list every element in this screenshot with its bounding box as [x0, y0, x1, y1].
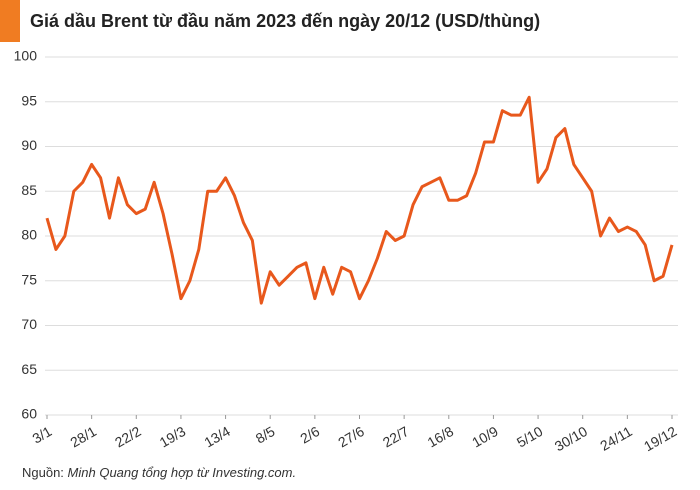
y-tick-label: 75	[21, 271, 37, 287]
x-tick-label: 28/1	[67, 423, 99, 451]
y-tick-label: 65	[21, 361, 37, 377]
y-tick-label: 90	[21, 137, 37, 153]
x-tick-label: 19/3	[157, 423, 189, 451]
x-tick-label: 22/7	[380, 423, 412, 451]
source-prefix: Nguồn:	[22, 465, 68, 480]
x-tick-label: 8/5	[253, 423, 278, 447]
x-tick-label: 30/10	[552, 423, 591, 454]
x-tick-label: 22/2	[112, 423, 144, 451]
x-tick-label: 16/8	[425, 423, 457, 451]
y-tick-label: 60	[21, 406, 37, 422]
x-tick-label: 19/12	[641, 423, 680, 454]
title-marker	[0, 0, 20, 42]
x-tick-label: 2/6	[297, 423, 322, 447]
y-tick-label: 95	[21, 92, 37, 108]
source-text: Minh Quang tổng hợp từ Investing.com.	[68, 465, 297, 480]
y-tick-label: 80	[21, 227, 37, 243]
x-tick-label: 13/4	[201, 423, 233, 451]
chart-title: Giá dầu Brent từ đầu năm 2023 đến ngày 2…	[30, 11, 540, 31]
x-tick-label: 10/9	[469, 423, 501, 451]
y-tick-label: 70	[21, 316, 37, 332]
x-tick-label: 27/6	[335, 423, 367, 451]
price-line	[45, 95, 674, 305]
source: Nguồn: Minh Quang tổng hợp từ Investing.…	[22, 465, 296, 480]
x-tick-label: 3/1	[29, 423, 54, 447]
y-tick-label: 100	[14, 48, 38, 64]
x-tick-label: 5/10	[514, 423, 546, 451]
y-tick-label: 85	[21, 182, 37, 198]
x-tick-label: 24/11	[597, 423, 635, 454]
